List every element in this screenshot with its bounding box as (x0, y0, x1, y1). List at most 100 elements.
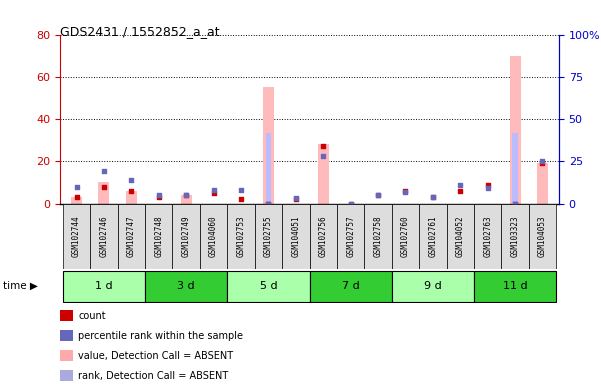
Bar (255, 204, 282, 269)
Bar (99, 182, 109, 204)
Bar (510, 56, 520, 204)
Point (154, 192, 163, 198)
Point (182, 192, 191, 198)
Bar (474, 204, 501, 269)
Text: GSM102744: GSM102744 (72, 215, 81, 257)
Text: GSM102763: GSM102763 (483, 215, 492, 257)
Point (373, 192, 383, 198)
Bar (364, 204, 392, 269)
Point (319, 144, 328, 150)
Text: rank, Detection Call = ABSENT: rank, Detection Call = ABSENT (78, 371, 228, 381)
Point (291, 195, 300, 202)
Point (99, 168, 109, 174)
Bar (337, 204, 364, 269)
Point (72, 194, 81, 200)
Text: 11 d: 11 d (503, 281, 528, 291)
Bar (537, 164, 548, 204)
Bar (227, 271, 310, 302)
Point (291, 196, 300, 202)
Bar (145, 271, 227, 302)
Bar (282, 204, 310, 269)
Bar (310, 204, 337, 269)
Bar (501, 204, 529, 269)
Bar (310, 271, 392, 302)
Text: GSM104053: GSM104053 (538, 215, 547, 257)
Point (428, 194, 438, 200)
Text: GDS2431 / 1552852_a_at: GDS2431 / 1552852_a_at (60, 25, 220, 38)
Text: GSM102748: GSM102748 (154, 215, 163, 257)
Bar (90, 204, 118, 269)
Point (456, 182, 465, 188)
Point (236, 196, 246, 202)
Bar (181, 195, 192, 204)
Bar (392, 271, 474, 302)
Text: GSM102760: GSM102760 (401, 215, 410, 257)
Point (373, 192, 383, 198)
Point (127, 188, 136, 194)
Text: GSM102746: GSM102746 (99, 215, 108, 257)
Text: GSM102747: GSM102747 (127, 215, 136, 257)
Bar (145, 204, 172, 269)
Text: GSM104060: GSM104060 (209, 215, 218, 257)
Bar (63, 204, 90, 269)
Bar (474, 271, 556, 302)
Point (99, 184, 109, 190)
Bar (200, 204, 227, 269)
Bar (63, 271, 145, 302)
Point (428, 194, 438, 200)
Point (401, 188, 410, 194)
Point (483, 185, 492, 191)
Text: 1 d: 1 d (95, 281, 113, 291)
Point (346, 200, 355, 207)
Point (182, 192, 191, 198)
Text: 3 d: 3 d (177, 281, 195, 291)
Bar (172, 204, 200, 269)
Text: GSM102749: GSM102749 (182, 215, 191, 257)
Bar (529, 204, 556, 269)
Text: GSM102753: GSM102753 (237, 215, 245, 257)
Text: GSM102758: GSM102758 (374, 215, 382, 257)
Point (346, 200, 355, 207)
Point (264, 200, 273, 207)
Text: count: count (78, 311, 106, 321)
Bar (227, 204, 255, 269)
Bar (263, 88, 274, 204)
Text: GSM102761: GSM102761 (429, 215, 438, 257)
Point (209, 190, 218, 196)
Point (127, 177, 136, 183)
Point (264, 200, 273, 207)
Point (72, 184, 81, 190)
Bar (447, 204, 474, 269)
Bar (126, 191, 137, 204)
Bar (118, 204, 145, 269)
Point (483, 182, 492, 188)
Text: GSM104051: GSM104051 (291, 215, 300, 257)
Text: percentile rank within the sample: percentile rank within the sample (78, 331, 243, 341)
Bar (419, 204, 447, 269)
Point (401, 189, 410, 195)
Point (538, 161, 548, 167)
Point (538, 158, 548, 164)
Bar (71, 197, 82, 204)
Point (209, 187, 218, 193)
Point (456, 188, 465, 194)
Point (510, 200, 520, 207)
Point (510, 200, 520, 207)
Text: 9 d: 9 d (424, 281, 442, 291)
Text: GSM102757: GSM102757 (346, 215, 355, 257)
Text: time ▶: time ▶ (3, 281, 38, 291)
Bar (512, 132, 518, 204)
Bar (392, 204, 419, 269)
Text: GSM102755: GSM102755 (264, 215, 273, 257)
Text: GSM103323: GSM103323 (511, 215, 520, 257)
Bar (266, 132, 271, 204)
Point (236, 187, 246, 193)
Text: value, Detection Call = ABSENT: value, Detection Call = ABSENT (78, 351, 233, 361)
Text: GSM104052: GSM104052 (456, 215, 465, 257)
Point (319, 153, 328, 159)
Point (154, 194, 163, 200)
Text: 7 d: 7 d (342, 281, 359, 291)
Bar (318, 144, 329, 204)
Text: GSM102756: GSM102756 (319, 215, 328, 257)
Text: 5 d: 5 d (260, 281, 277, 291)
